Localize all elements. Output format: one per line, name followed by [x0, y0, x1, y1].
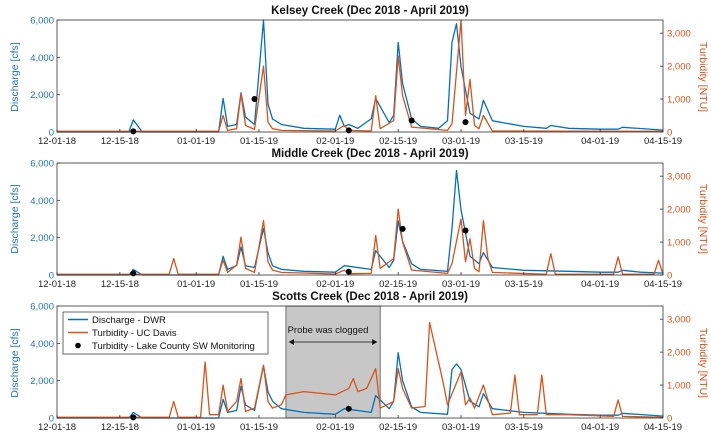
y-tick-label-left: 6,000 [30, 159, 54, 170]
panel-kelsey-creek: Kelsey Creek (Dec 2018 - April 2019) Dis… [9, 5, 709, 147]
x-tick-label: 01-15-19 [240, 279, 278, 290]
x-tick-label: 12-01-18 [38, 136, 76, 147]
y-axis-label-left: Discharge [cfs] [9, 328, 21, 398]
annotation-probe-clogged: Probe was clogged [288, 325, 369, 336]
svg-text:Discharge [cfs]: Discharge [cfs] [9, 42, 21, 112]
point-lake-county [462, 228, 468, 234]
plot-area [57, 20, 663, 132]
svg-text:Discharge [cfs]: Discharge [cfs] [9, 328, 21, 398]
legend-entry-discharge: Discharge - DWR [92, 315, 166, 326]
x-tick-label: 02-15-19 [379, 136, 417, 147]
x-tick-label: 12-15-18 [101, 279, 139, 290]
svg-text:Turbidity [NTU]: Turbidity [NTU] [697, 184, 709, 254]
x-tick-label: 01-15-19 [240, 136, 278, 147]
y-tick-label-right: 0 [667, 271, 672, 282]
y-tick-label-left: 4,000 [30, 53, 54, 64]
x-tick-label: 01-15-19 [240, 422, 278, 433]
x-tick-label: 02-01-19 [316, 422, 354, 433]
y-tick-label-left: 0 [49, 271, 54, 282]
svg-text:Turbidity [NTU]: Turbidity [NTU] [697, 42, 709, 112]
x-tick-label: 02-15-19 [379, 422, 417, 433]
y-tick-label-right: 3,000 [667, 29, 691, 40]
y-axis-label-left: Discharge [cfs] [9, 42, 21, 112]
svg-text:Discharge [cfs]: Discharge [cfs] [9, 184, 21, 254]
point-lake-county [130, 128, 136, 134]
y-tick-label-right: 0 [667, 128, 672, 139]
y-tick-label-right: 3,000 [667, 315, 691, 326]
y-tick-label-right: 2,000 [667, 205, 691, 216]
x-tick-label: 12-01-18 [38, 422, 76, 433]
y-tick-label-left: 2,000 [30, 376, 54, 387]
legend-entry-turbidity-ucdavis: Turbidity - UC Davis [92, 328, 177, 339]
legend-swatch-turbidity-lake-county [75, 343, 81, 349]
y-axis-label-left: Discharge [cfs] [9, 184, 21, 254]
x-tick-label: 01-01-19 [177, 279, 215, 290]
y-tick-label-left: 2,000 [30, 233, 54, 244]
x-tick-label: 02-01-19 [316, 136, 354, 147]
y-axis-label-right: Turbidity [NTU] [697, 184, 709, 254]
y-tick-label-left: 4,000 [30, 339, 54, 350]
plot-area [57, 163, 663, 275]
y-tick-label-left: 2,000 [30, 90, 54, 101]
y-tick-label-left: 6,000 [30, 16, 54, 27]
x-tick-label: 04-15-19 [644, 136, 682, 147]
y-tick-label-right: 1,000 [667, 381, 691, 392]
x-tick-label: 03-15-19 [505, 279, 543, 290]
point-lake-county [346, 127, 352, 133]
panel-title: Scotts Creek (Dec 2018 - April 2019) [272, 291, 468, 303]
x-tick-label: 01-01-19 [177, 422, 215, 433]
y-tick-label-right: 1,000 [667, 95, 691, 106]
y-tick-label-left: 6,000 [30, 302, 54, 313]
point-lake-county [346, 406, 352, 412]
point-lake-county [130, 270, 136, 276]
y-tick-label-left: 4,000 [30, 196, 54, 207]
y-tick-label-right: 2,000 [667, 62, 691, 73]
panel-scotts-creek: Scotts Creek (Dec 2018 - April 2019) Dis… [9, 291, 709, 433]
y-tick-label-right: 0 [667, 414, 672, 425]
svg-text:Turbidity [NTU]: Turbidity [NTU] [697, 328, 709, 398]
x-tick-label: 03-01-19 [442, 136, 480, 147]
x-tick-label: 01-01-19 [177, 136, 215, 147]
y-axis-label-right: Turbidity [NTU] [697, 42, 709, 112]
x-tick-label: 04-01-19 [581, 422, 619, 433]
x-tick-label: 12-15-18 [101, 136, 139, 147]
x-tick-label: 04-15-19 [644, 279, 682, 290]
y-tick-label-right: 1,000 [667, 238, 691, 249]
point-lake-county [130, 414, 136, 420]
panel-title: Kelsey Creek (Dec 2018 - April 2019) [271, 5, 469, 17]
x-tick-label: 04-01-19 [581, 279, 619, 290]
point-lake-county [346, 269, 352, 275]
point-lake-county [409, 117, 415, 123]
y-axis-label-right: Turbidity [NTU] [697, 328, 709, 398]
panel-title: Middle Creek (Dec 2018 - April 2019) [271, 148, 468, 160]
panel-middle-creek: Middle Creek (Dec 2018 - April 2019) Dis… [9, 148, 709, 290]
y-tick-label-right: 2,000 [667, 348, 691, 359]
point-lake-county [400, 226, 406, 232]
x-tick-label: 03-15-19 [505, 422, 543, 433]
legend-entry-turbidity-lake-county: Turbidity - Lake County SW Monitoring [92, 341, 255, 352]
point-lake-county [252, 96, 258, 102]
x-tick-label: 04-15-19 [644, 422, 682, 433]
shaded-region [286, 306, 380, 418]
x-tick-label: 03-15-19 [505, 136, 543, 147]
x-tick-label: 03-01-19 [442, 279, 480, 290]
legend: Discharge - DWR Turbidity - UC Davis Tur… [63, 312, 268, 354]
x-tick-label: 02-15-19 [379, 279, 417, 290]
x-tick-label: 12-15-18 [101, 422, 139, 433]
y-tick-label-left: 0 [49, 414, 54, 425]
x-tick-label: 02-01-19 [316, 279, 354, 290]
x-tick-label: 12-01-18 [38, 279, 76, 290]
point-lake-county [462, 119, 468, 125]
x-tick-label: 04-01-19 [581, 136, 619, 147]
y-tick-label-right: 3,000 [667, 172, 691, 183]
y-tick-label-left: 0 [49, 128, 54, 139]
x-tick-label: 03-01-19 [442, 422, 480, 433]
